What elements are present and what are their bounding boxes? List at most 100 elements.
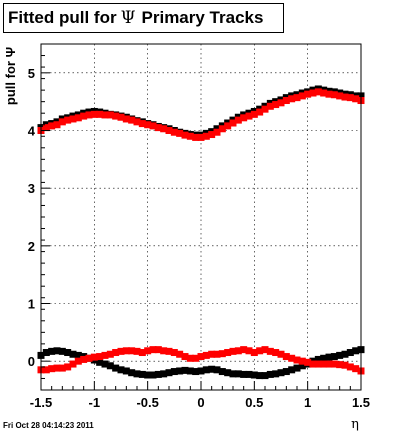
data-point <box>250 371 258 379</box>
data-point <box>304 90 312 98</box>
data-point <box>144 371 152 379</box>
data-point <box>69 350 77 358</box>
data-point <box>64 116 72 124</box>
data-point <box>330 353 338 361</box>
y-tick-label: 0 <box>28 354 35 369</box>
data-point <box>293 364 301 372</box>
data-point <box>240 346 248 354</box>
data-point <box>224 369 232 377</box>
data-point <box>53 121 61 129</box>
data-point <box>272 349 280 357</box>
data-point <box>282 368 290 376</box>
data-point <box>154 346 162 354</box>
data-point <box>282 97 290 105</box>
data-point <box>138 349 146 357</box>
data-point <box>320 89 328 97</box>
data-points <box>37 85 365 380</box>
data-point <box>261 372 269 380</box>
data-point <box>85 354 93 362</box>
data-point <box>181 353 189 361</box>
data-point <box>53 347 61 355</box>
data-point <box>282 353 290 361</box>
data-point <box>192 354 200 362</box>
data-point <box>170 368 178 376</box>
data-point <box>90 353 98 361</box>
data-point <box>298 92 306 100</box>
data-point <box>42 366 50 374</box>
x-tick-label: -1.5 <box>30 395 52 410</box>
data-point <box>277 350 285 358</box>
data-point <box>341 361 349 369</box>
data-point <box>346 349 354 357</box>
data-point <box>346 363 354 371</box>
data-point <box>314 355 322 363</box>
data-point <box>352 365 360 373</box>
data-point <box>213 366 221 374</box>
x-tick-label: 0.5 <box>245 395 263 410</box>
data-point <box>96 110 104 118</box>
y-tick-label: 2 <box>28 239 35 254</box>
data-point <box>176 129 184 137</box>
data-point <box>277 99 285 107</box>
data-point <box>309 360 317 368</box>
data-point <box>314 88 322 96</box>
data-point <box>58 364 66 372</box>
data-point <box>42 349 50 357</box>
data-point <box>42 124 50 132</box>
data-point <box>336 351 344 359</box>
data-point <box>160 125 168 133</box>
data-point <box>202 132 210 140</box>
data-point <box>298 357 306 365</box>
data-point <box>144 121 152 129</box>
data-point <box>80 355 88 363</box>
data-point <box>272 370 280 378</box>
data-point <box>122 347 130 355</box>
data-point <box>208 131 216 139</box>
data-point <box>154 370 162 378</box>
data-point <box>192 368 200 376</box>
data-point <box>240 370 248 378</box>
data-point <box>117 366 125 374</box>
data-point <box>288 354 296 362</box>
data-point <box>160 370 168 378</box>
x-tick-label: 1 <box>304 395 311 410</box>
data-point <box>58 347 66 355</box>
data-point <box>341 93 349 101</box>
data-point <box>288 366 296 374</box>
data-series <box>37 88 365 141</box>
data-point <box>176 350 184 358</box>
data-point <box>74 351 82 359</box>
data-point <box>298 362 306 370</box>
chart-title: Fitted pull for Ψ Primary Tracks <box>3 3 284 33</box>
data-point <box>133 370 141 378</box>
data-point <box>165 127 173 134</box>
data-point <box>160 347 168 355</box>
data-point <box>250 110 258 118</box>
data-point <box>320 360 328 368</box>
data-point <box>330 360 338 368</box>
data-point <box>112 349 120 357</box>
data-point <box>144 347 152 355</box>
data-point <box>256 108 264 116</box>
data-point <box>133 347 141 355</box>
data-point <box>325 90 333 98</box>
data-point <box>74 357 82 365</box>
x-tick-label: -0.5 <box>136 395 158 410</box>
y-tick-label: 1 <box>28 297 35 312</box>
data-point <box>64 363 72 371</box>
data-point <box>58 118 66 126</box>
data-point <box>229 119 237 127</box>
axis-tick-labels: -1.5 -1 -0.5 0 0.5 1 1.5 0 1 2 3 4 5 <box>28 66 370 410</box>
data-point <box>85 111 93 119</box>
data-point <box>149 122 157 130</box>
data-point <box>74 114 82 122</box>
data-point <box>128 369 136 377</box>
data-point <box>325 353 333 361</box>
data-point <box>122 367 130 375</box>
data-point <box>170 349 178 357</box>
y-tick-label: 5 <box>28 66 35 81</box>
data-point <box>186 354 194 362</box>
timestamp: Fri Oct 28 04:14:23 2011 <box>3 421 94 430</box>
data-point <box>202 366 210 374</box>
